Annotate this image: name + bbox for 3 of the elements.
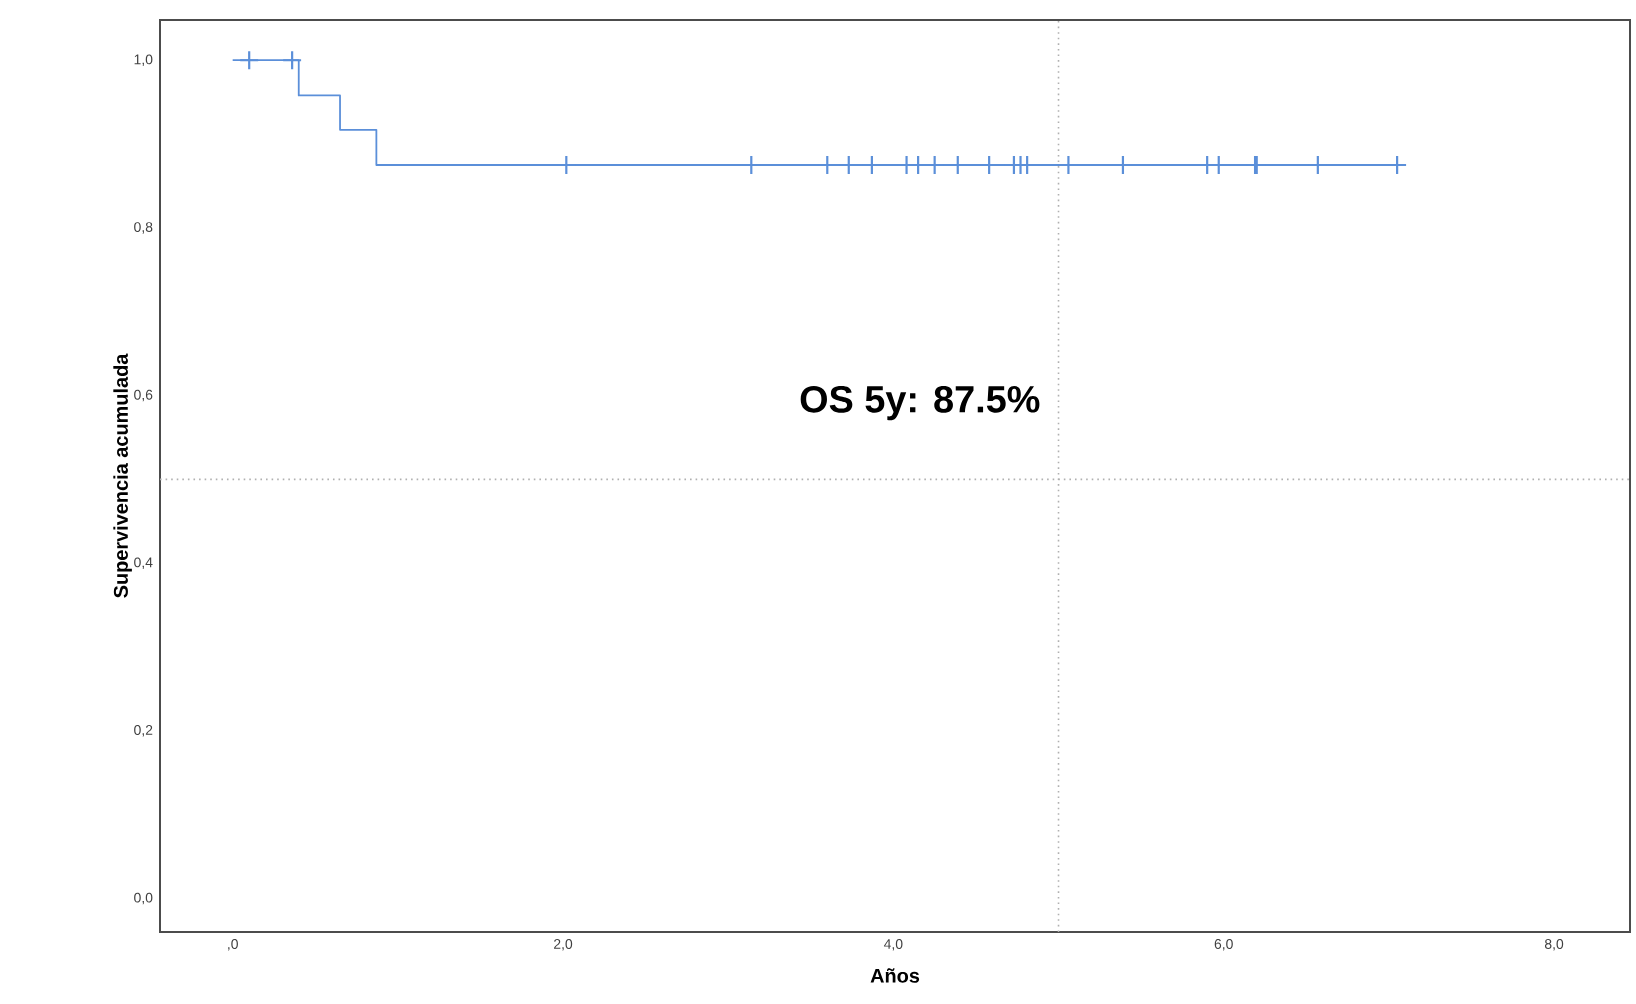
annotation: OS 5y: 87.5% (800, 385, 1040, 421)
x-axis-title: Años (870, 968, 920, 983)
y-axis-title: Supervivencia acumulada (113, 353, 132, 598)
